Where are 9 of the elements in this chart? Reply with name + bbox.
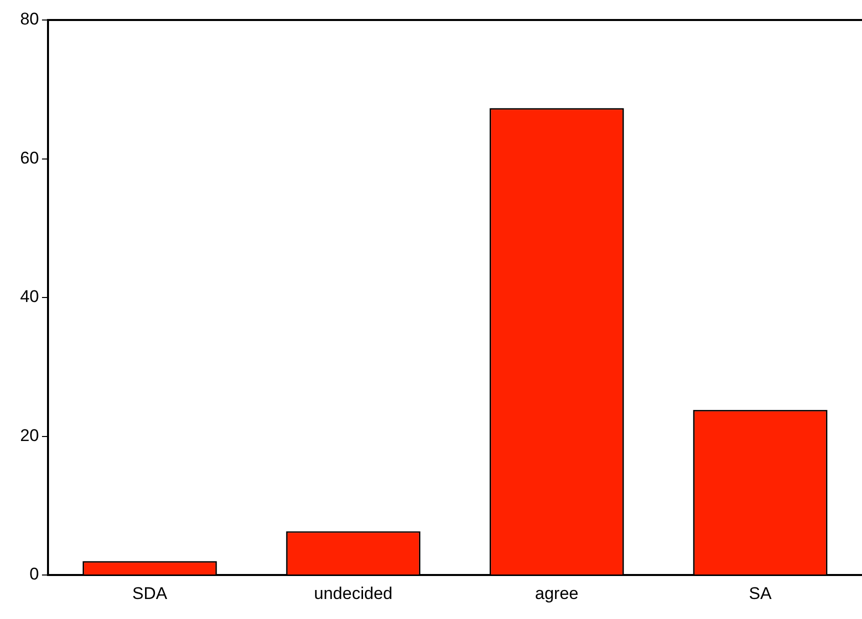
x-tick-label: undecided <box>314 584 392 603</box>
x-tick-label: SA <box>748 584 772 603</box>
y-tick-label: 0 <box>30 564 39 584</box>
x-tick-label: SDA <box>132 584 168 603</box>
y-tick-label: 40 <box>20 287 39 306</box>
y-tick-label: 60 <box>20 148 39 168</box>
y-tick-label: 80 <box>20 10 39 29</box>
x-tick-label: agree <box>535 584 578 603</box>
y-tick-label: 20 <box>20 426 39 445</box>
